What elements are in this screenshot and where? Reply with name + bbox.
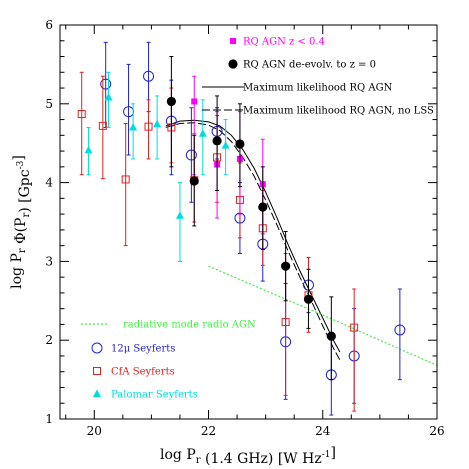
point-cfa [98, 121, 107, 130]
curve-ml [165, 119, 341, 353]
y-tick-label: 4 [45, 176, 53, 190]
point-palomar [84, 145, 93, 154]
x-tick-label: 26 [429, 424, 444, 438]
x-tick-label: 24 [315, 424, 331, 438]
curve-ml_nolss [165, 122, 341, 361]
point-rq_agn_deevolved [166, 96, 176, 107]
point-cfa [144, 122, 153, 131]
point-cfa [77, 110, 86, 119]
legend: RQ AGN z < 0.4 RQ AGN de-evolv. to z = 0 M… [81, 37, 434, 401]
legend-marker-palomar [93, 389, 101, 397]
legend-label-seyfert12: 12μ Seyferts [111, 344, 175, 355]
point-palomar [153, 119, 162, 128]
point-palomar [104, 92, 113, 101]
model-curves [165, 119, 438, 366]
point-rq_agn_deevolved [258, 202, 268, 212]
plot-frame [59, 24, 438, 420]
x-tick-label: 22 [201, 424, 216, 438]
curve-radiative [208, 265, 438, 366]
point-rq_agn_deevolved [281, 261, 291, 271]
y-tick-label: 6 [45, 18, 53, 32]
plot-area-border [59, 24, 438, 420]
y-axis-title: log Pr Φ(Pr) [Gpc-3] [9, 155, 33, 289]
legend-label-cfa: CfA Seyferts [111, 367, 175, 378]
point-cfa [350, 323, 359, 332]
y-tick-label: 3 [45, 254, 53, 268]
point-cfa [281, 318, 290, 327]
point-seyfert12 [185, 149, 197, 161]
point-palomar [221, 141, 230, 149]
axis-ticks [60, 24, 438, 420]
y-tick-label: 5 [45, 97, 53, 111]
legend-label-rq_agn: RQ AGN z < 0.4 [243, 37, 325, 48]
y-tick-label: 2 [45, 333, 53, 347]
tick-labels: 20 22 24 26 1 2 3 4 5 6 [45, 18, 444, 438]
legend-label-palomar: Palomar Seyferts [111, 390, 198, 401]
x-axis-title: log Pr (1.4 GHz) [W Hz-1] [160, 445, 336, 467]
legend-marker-rq_agn [230, 38, 236, 44]
point-palomar [129, 122, 138, 131]
legend-label-radiative: radiative mode radio AGN [123, 320, 256, 331]
legend-label-ml: Maximum likelihood RQ AGN [243, 83, 393, 94]
legend-marker-cfa [93, 367, 101, 375]
y-tick-label: 1 [45, 412, 53, 426]
x-tick-label: 20 [87, 424, 102, 438]
point-seyfert12 [394, 324, 406, 336]
point-rq_agn [191, 98, 198, 105]
legend-marker-rq_agn_deevolved [228, 59, 238, 69]
point-rq_agn_deevolved [235, 139, 245, 149]
point-seyfert12 [100, 78, 112, 90]
point-seyfert12 [143, 70, 155, 82]
data-series [77, 41, 406, 416]
point-rq_agn_deevolved [189, 176, 199, 186]
point-cfa [121, 175, 130, 184]
legend-marker-seyfert12 [91, 342, 103, 354]
legend-label-rq_agn_deevolved: RQ AGN de-evolv. to z = 0 [243, 60, 376, 71]
point-palomar [175, 211, 184, 219]
point-rq_agn_deevolved [212, 136, 222, 146]
point-rq_agn_deevolved [303, 294, 314, 304]
point-palomar [198, 129, 207, 137]
point-rq_agn_deevolved [326, 331, 336, 341]
legend-label-ml_nolss: Maximum likelihood RQ AGN, no LSS [243, 106, 434, 117]
